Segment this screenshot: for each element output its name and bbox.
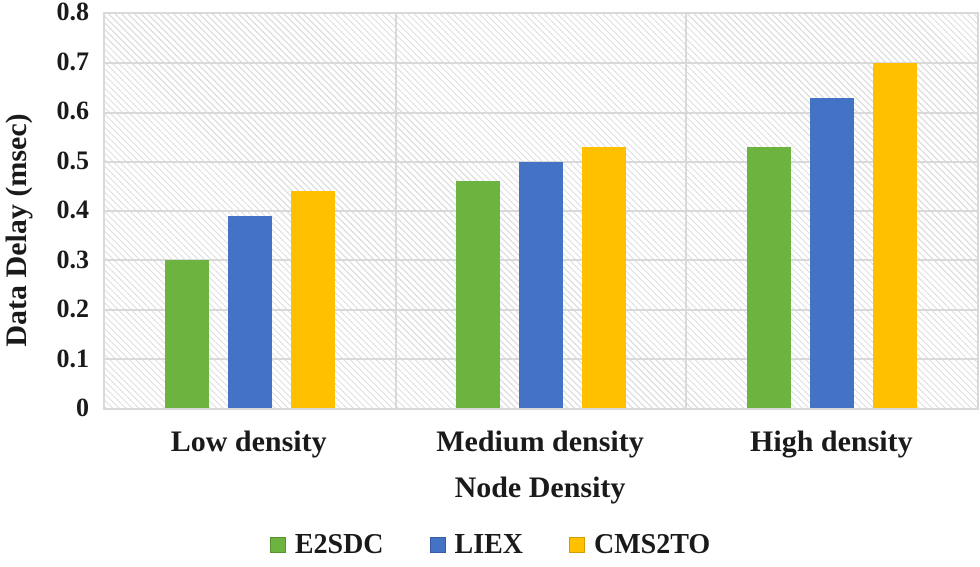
bar-cms2to-1: [291, 191, 336, 408]
legend-label: CMS2TO: [594, 529, 711, 560]
legend-item-cms2to: CMS2TO: [569, 531, 710, 559]
legend-label: E2SDC: [294, 529, 384, 560]
y-tick-label: 0.2: [56, 294, 90, 323]
bar-group-low-density: [105, 14, 396, 408]
legend-swatch-icon: [429, 537, 446, 553]
bar-cms2to-2: [581, 146, 626, 408]
legend-item-liex: LIEX: [429, 529, 523, 560]
gridline: [105, 111, 977, 114]
bar-liex-1: [228, 215, 273, 408]
legend-item-e2sdc: E2SDC: [269, 529, 384, 560]
x-category-label: Low density: [170, 425, 327, 458]
bar-e2sdc-1: [165, 260, 210, 408]
bar-cms2to-3: [872, 63, 917, 408]
bar-group-medium-density: [396, 14, 687, 408]
plot-area: [103, 12, 979, 410]
bar-e2sdc-2: [455, 181, 500, 408]
y-tick-label: 0.3: [56, 244, 90, 274]
y-tick-label: 0.5: [56, 145, 90, 175]
y-tick-label: 0.8: [56, 0, 90, 26]
y-axis-tick-labels: 0 0.1 0.2 0.3 0.4 0.5 0.6 0.7 0.8: [0, 0, 95, 421]
x-axis-category-labels: Low density Medium density High density: [103, 419, 977, 465]
bar-e2sdc-3: [746, 146, 791, 408]
legend-label: LIEX: [454, 529, 523, 560]
legend: E2SDC LIEX CMS2TO: [0, 527, 980, 563]
y-tick-label: 0.7: [56, 46, 90, 76]
x-category-label: High density: [750, 425, 913, 458]
y-tick-label: 0.1: [56, 343, 90, 373]
legend-swatch-icon: [569, 537, 585, 553]
category-separator-line: [685, 14, 688, 408]
y-tick-label: 0: [76, 393, 89, 422]
bar-liex-3: [809, 97, 854, 408]
y-tick-label: 0.6: [56, 96, 90, 125]
bar-group-high-density: [686, 14, 977, 408]
x-axis-title: Node Density: [454, 471, 626, 504]
bar-liex-2: [518, 161, 563, 408]
gridline: [105, 62, 977, 65]
x-category-label: Medium density: [436, 425, 644, 458]
category-separator-line: [394, 14, 397, 408]
y-tick-label: 0.4: [56, 195, 90, 224]
legend-swatch-icon: [269, 537, 286, 553]
